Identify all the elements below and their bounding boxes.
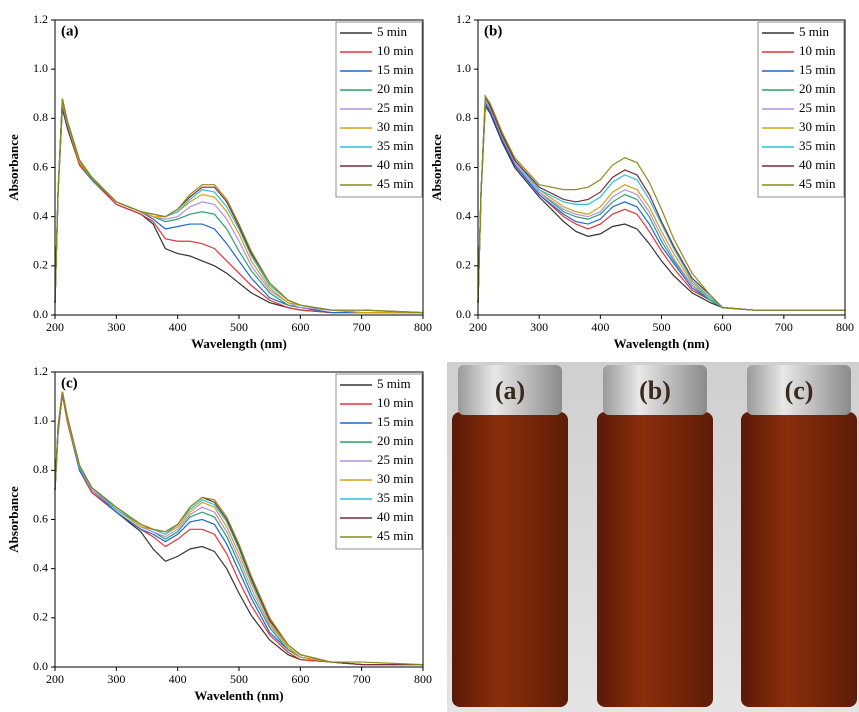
y-tick-label: 1.0 [33, 413, 48, 427]
vial [597, 365, 713, 707]
legend-label: 40 min [799, 157, 836, 172]
y-tick-label: 0.0 [456, 307, 471, 321]
plot-frame [54, 371, 424, 668]
x-tick-label: 400 [591, 320, 609, 334]
y-tick-label: 1.2 [33, 364, 48, 378]
x-tick-label: 300 [107, 672, 125, 686]
y-tick-label: 0.6 [33, 159, 48, 173]
x-tick-label: 500 [653, 320, 671, 334]
legend-label: 15 min [799, 62, 836, 77]
legend-label: 40 min [377, 157, 414, 172]
legend-label: 30 min [377, 471, 414, 486]
legend-label: 45 min [377, 528, 414, 543]
x-tick-label: 600 [291, 320, 309, 334]
plot-frame [54, 19, 424, 316]
y-tick-label: 1.0 [33, 61, 48, 75]
vial [741, 365, 857, 707]
panel-label: (b) [484, 23, 502, 39]
data-line [54, 98, 424, 314]
x-tick-label: 600 [291, 672, 309, 686]
x-tick-label: 400 [169, 320, 187, 334]
legend-label: 40 min [377, 509, 414, 524]
legend-label: 25 min [377, 452, 414, 467]
x-tick-label: 500 [230, 672, 248, 686]
y-tick-label: 0.8 [33, 110, 48, 124]
y-tick-label: 0.4 [456, 208, 471, 222]
x-tick-label: 500 [230, 320, 248, 334]
y-tick-label: 0.2 [456, 258, 471, 272]
panel-label: (a) [61, 23, 79, 39]
legend-label: 20 min [377, 81, 414, 96]
legend-label: 25 min [799, 100, 836, 115]
legend-label: 5 mim [377, 376, 411, 391]
y-tick-label: 1.0 [456, 61, 471, 75]
legend-label: 15 min [377, 414, 414, 429]
data-line [54, 100, 423, 314]
chart: 0.0 0.2 0.4 0.6 0.8 1.0 1.2 200 300 400 500 600 700 8… [6, 12, 432, 351]
x-tick-label: 700 [353, 320, 371, 334]
legend-label: 45 min [799, 176, 836, 191]
legend-label: 45 min [377, 176, 414, 191]
y-tick-label: 0.0 [33, 659, 48, 673]
y-tick-label: 0.0 [33, 307, 48, 321]
y-axis-label: Absorbance [429, 134, 444, 201]
y-tick-label: 0.6 [456, 159, 471, 173]
x-tick-label: 800 [414, 672, 432, 686]
y-tick-label: 0.6 [33, 511, 48, 525]
vial [452, 365, 568, 707]
y-tick-label: 0.8 [456, 110, 471, 124]
x-tick-label: 700 [775, 320, 793, 334]
legend-label: 10 min [377, 395, 414, 410]
photo: (a) (b) (c) [447, 362, 859, 712]
legend-label: 5 min [377, 24, 407, 39]
y-tick-label: 0.4 [33, 208, 48, 222]
y-tick-label: 0.8 [33, 462, 48, 476]
legend-label: 10 min [377, 43, 414, 58]
x-tick-label: 700 [353, 672, 371, 686]
x-tick-label: 800 [414, 320, 432, 334]
legend-label: 35 min [377, 490, 414, 505]
y-tick-label: 0.2 [33, 258, 48, 272]
y-axis-label: Absorbance [6, 134, 21, 201]
x-axis-label: Wavelenth (nm) [194, 688, 283, 703]
x-tick-label: 300 [107, 320, 125, 334]
panel-label: (c) [61, 375, 78, 391]
y-tick-label: 1.2 [33, 12, 48, 26]
data-line [477, 94, 845, 311]
vial-label: (b) [639, 376, 671, 405]
chart: 0.0 0.2 0.4 0.6 0.8 1.0 1.2 200 300 400 500 600 700 8… [429, 12, 854, 351]
legend-label: 35 min [799, 138, 836, 153]
legend-label: 30 min [799, 119, 836, 134]
x-axis-label: Wavelength (nm) [614, 336, 710, 351]
legend-label: 25 min [377, 100, 414, 115]
data-line [477, 104, 845, 311]
legend-label: 10 min [799, 43, 836, 58]
legend-label: 35 min [377, 138, 414, 153]
legend-label: 20 min [799, 81, 836, 96]
x-axis-label: Wavelength (nm) [191, 336, 287, 351]
legend-label: 30 min [377, 119, 414, 134]
x-tick-label: 600 [714, 320, 732, 334]
legend-label: 5 min [799, 24, 829, 39]
chart: 0.0 0.2 0.4 0.6 0.8 1.0 1.2 200 300 400 500 600 700 8… [6, 364, 432, 703]
x-tick-label: 200 [46, 672, 64, 686]
x-tick-label: 300 [530, 320, 548, 334]
legend-label: 15 min [377, 62, 414, 77]
x-tick-label: 200 [469, 320, 487, 334]
vial-label: (c) [785, 376, 814, 405]
x-tick-label: 200 [46, 320, 64, 334]
data-line [54, 391, 424, 666]
y-axis-label: Absorbance [6, 486, 21, 553]
vial-label: (a) [495, 376, 525, 405]
y-tick-label: 0.2 [33, 610, 48, 624]
x-tick-label: 400 [169, 672, 187, 686]
plot-frame [477, 19, 846, 316]
legend-label: 20 min [377, 433, 414, 448]
x-tick-label: 800 [836, 320, 854, 334]
y-tick-label: 0.4 [33, 560, 48, 574]
y-tick-label: 1.2 [456, 12, 471, 26]
